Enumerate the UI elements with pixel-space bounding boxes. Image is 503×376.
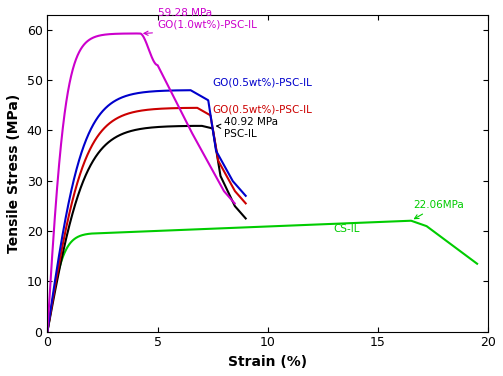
Text: CS-IL: CS-IL (334, 223, 360, 233)
X-axis label: Strain (%): Strain (%) (228, 355, 307, 369)
Text: 22.06MPa: 22.06MPa (413, 200, 464, 219)
Text: GO(0.5wt%)-PSC-IL: GO(0.5wt%)-PSC-IL (213, 104, 312, 114)
Text: 40.92 MPa
PSC-IL: 40.92 MPa PSC-IL (217, 117, 278, 139)
Text: 59.28 MPa
GO(1.0wt%)-PSC-IL: 59.28 MPa GO(1.0wt%)-PSC-IL (144, 8, 258, 35)
Text: GO(0.5wt%)-PSC-IL: GO(0.5wt%)-PSC-IL (213, 78, 312, 88)
Y-axis label: Tensile Stress (MPa): Tensile Stress (MPa) (7, 94, 21, 253)
